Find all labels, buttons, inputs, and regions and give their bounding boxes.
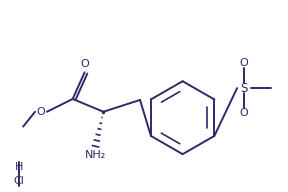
Text: H: H: [15, 162, 23, 172]
Text: S: S: [240, 82, 248, 95]
Text: O: O: [240, 59, 249, 69]
Text: NH₂: NH₂: [85, 150, 106, 160]
Text: O: O: [240, 108, 249, 118]
Text: Cl: Cl: [14, 176, 25, 186]
Text: O: O: [80, 60, 89, 70]
Text: O: O: [37, 107, 46, 117]
